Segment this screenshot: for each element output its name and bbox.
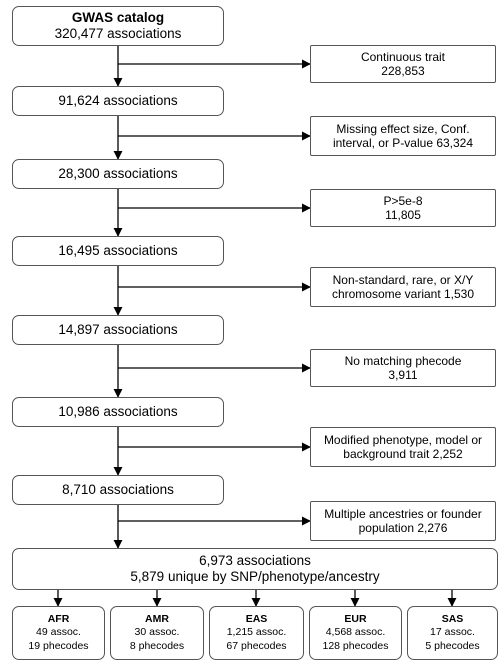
exclusion-line2: 11,805: [385, 208, 421, 222]
exclusion-line2: background trait 2,252: [343, 447, 463, 461]
ancestry-sas: SAS 17 assoc. 5 phecodes: [407, 606, 498, 660]
exclusion-line1: P>5e-8: [383, 193, 423, 208]
exclusion-line2: chromosome variant 1,530: [331, 287, 475, 301]
ancestry-name: AFR: [47, 613, 70, 626]
ancestry-assoc: 17 assoc.: [430, 626, 475, 639]
final-line1: 6,973 associations: [199, 552, 311, 568]
step-4: 16,495 associations: [12, 236, 224, 266]
ancestry-name: SAS: [441, 613, 464, 626]
ancestry-name: EUR: [344, 613, 367, 626]
step-7: 8,710 associations: [12, 475, 224, 505]
ancestry-name: EAS: [245, 613, 268, 626]
exclusion-line2: interval, or P-value 63,324: [332, 136, 474, 150]
ancestry-assoc: 49 assoc.: [36, 626, 81, 639]
exclusion-line2: population 2,276: [358, 521, 448, 535]
exclusion-line1: Missing effect size, Conf.: [336, 121, 470, 136]
exclusion-line1: Modified phenotype, model or: [323, 432, 483, 447]
ancestry-assoc: 1,215 assoc.: [226, 626, 287, 639]
step-label: 8,710 associations: [62, 481, 174, 497]
exclusion-nonstandard-variant: Non-standard, rare, or X/Y chromosome va…: [310, 267, 496, 307]
exclusion-modified-phenotype: Modified phenotype, model or background …: [310, 427, 496, 467]
step-label: 91,624 associations: [58, 92, 178, 108]
step-label: 14,897 associations: [58, 321, 178, 337]
step-label: 16,495 associations: [58, 242, 178, 258]
exclusion-line2: 3,911: [388, 368, 418, 382]
ancestry-phecodes: 8 phecodes: [129, 639, 185, 652]
ancestry-name: AMR: [145, 613, 169, 626]
ancestry-phecodes: 19 phecodes: [28, 639, 89, 652]
step-label: 10,986 associations: [58, 403, 178, 419]
step-2: 91,624 associations: [12, 86, 224, 116]
step-6: 10,986 associations: [12, 397, 224, 427]
ancestry-afr: AFR 49 assoc. 19 phecodes: [12, 606, 105, 660]
ancestry-phecodes: 67 phecodes: [226, 639, 287, 652]
ancestry-eas: EAS 1,215 assoc. 67 phecodes: [209, 606, 304, 660]
exclusion-continuous-trait: Continuous trait 228,853: [310, 45, 496, 83]
ancestry-phecodes: 128 phecodes: [322, 639, 389, 652]
step-label: 320,477 associations: [54, 26, 182, 41]
step-gwas-catalog: GWAS catalog 320,477 associations: [12, 6, 224, 46]
final-associations: 6,973 associations 5,879 unique by SNP/p…: [12, 548, 498, 590]
exclusion-pvalue: P>5e-8 11,805: [310, 189, 496, 227]
step-3: 28,300 associations: [12, 159, 224, 189]
step-5: 14,897 associations: [12, 315, 224, 345]
ancestry-eur: EUR 4,568 assoc. 128 phecodes: [309, 606, 402, 660]
ancestry-phecodes: 5 phecodes: [425, 639, 480, 652]
step-label: 28,300 associations: [58, 165, 178, 181]
exclusion-line2: 228,853: [381, 64, 425, 78]
exclusion-line1: No matching phecode: [344, 353, 462, 368]
exclusion-no-phecode: No matching phecode 3,911: [310, 349, 496, 387]
exclusion-missing-effect: Missing effect size, Conf. interval, or …: [310, 116, 496, 156]
step-title: GWAS catalog: [71, 9, 165, 25]
exclusion-line1: Multiple ancestries or founder: [324, 506, 482, 521]
ancestry-assoc: 4,568 assoc.: [325, 626, 386, 639]
ancestry-amr: AMR 30 assoc. 8 phecodes: [110, 606, 204, 660]
ancestry-assoc: 30 assoc.: [134, 626, 180, 639]
exclusion-multiple-ancestries: Multiple ancestries or founder populatio…: [310, 501, 496, 541]
exclusion-line1: Continuous trait: [360, 49, 446, 64]
final-line2: 5,879 unique by SNP/phenotype/ancestry: [130, 569, 380, 584]
exclusion-line1: Non-standard, rare, or X/Y: [332, 272, 474, 287]
